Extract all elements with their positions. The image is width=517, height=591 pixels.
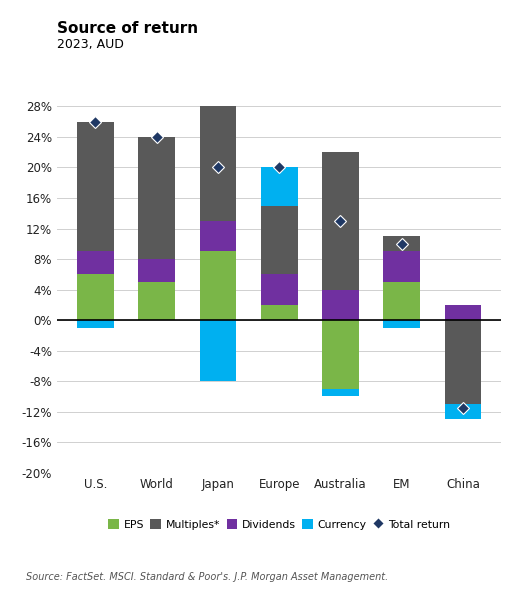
Bar	[261, 305, 298, 320]
Legend: EPS, Multiples*, Dividends, Currency, Total return: EPS, Multiples*, Dividends, Currency, To…	[104, 515, 454, 534]
Bar	[77, 251, 114, 274]
Bar	[383, 236, 420, 251]
Bar	[445, 305, 481, 320]
Bar	[77, 274, 114, 320]
Bar	[77, 320, 114, 328]
Bar	[200, 320, 236, 381]
Bar	[322, 320, 359, 389]
Bar	[383, 251, 420, 282]
Bar	[261, 206, 298, 274]
Bar	[200, 221, 236, 251]
Bar	[139, 137, 175, 259]
Bar	[322, 290, 359, 320]
Bar	[139, 282, 175, 320]
Bar	[322, 389, 359, 397]
Bar	[445, 320, 481, 404]
Text: Source of return: Source of return	[57, 21, 198, 35]
Bar	[445, 404, 481, 420]
Bar	[77, 122, 114, 251]
Bar	[139, 259, 175, 282]
Bar	[383, 320, 420, 328]
Text: 2023, AUD: 2023, AUD	[57, 38, 124, 51]
Text: Source: FactSet. MSCI. Standard & Poor's. J.P. Morgan Asset Management.: Source: FactSet. MSCI. Standard & Poor's…	[26, 572, 388, 582]
Bar	[261, 274, 298, 305]
Bar	[322, 152, 359, 290]
Bar	[383, 282, 420, 320]
Bar	[200, 106, 236, 221]
Bar	[200, 251, 236, 320]
Bar	[261, 167, 298, 206]
